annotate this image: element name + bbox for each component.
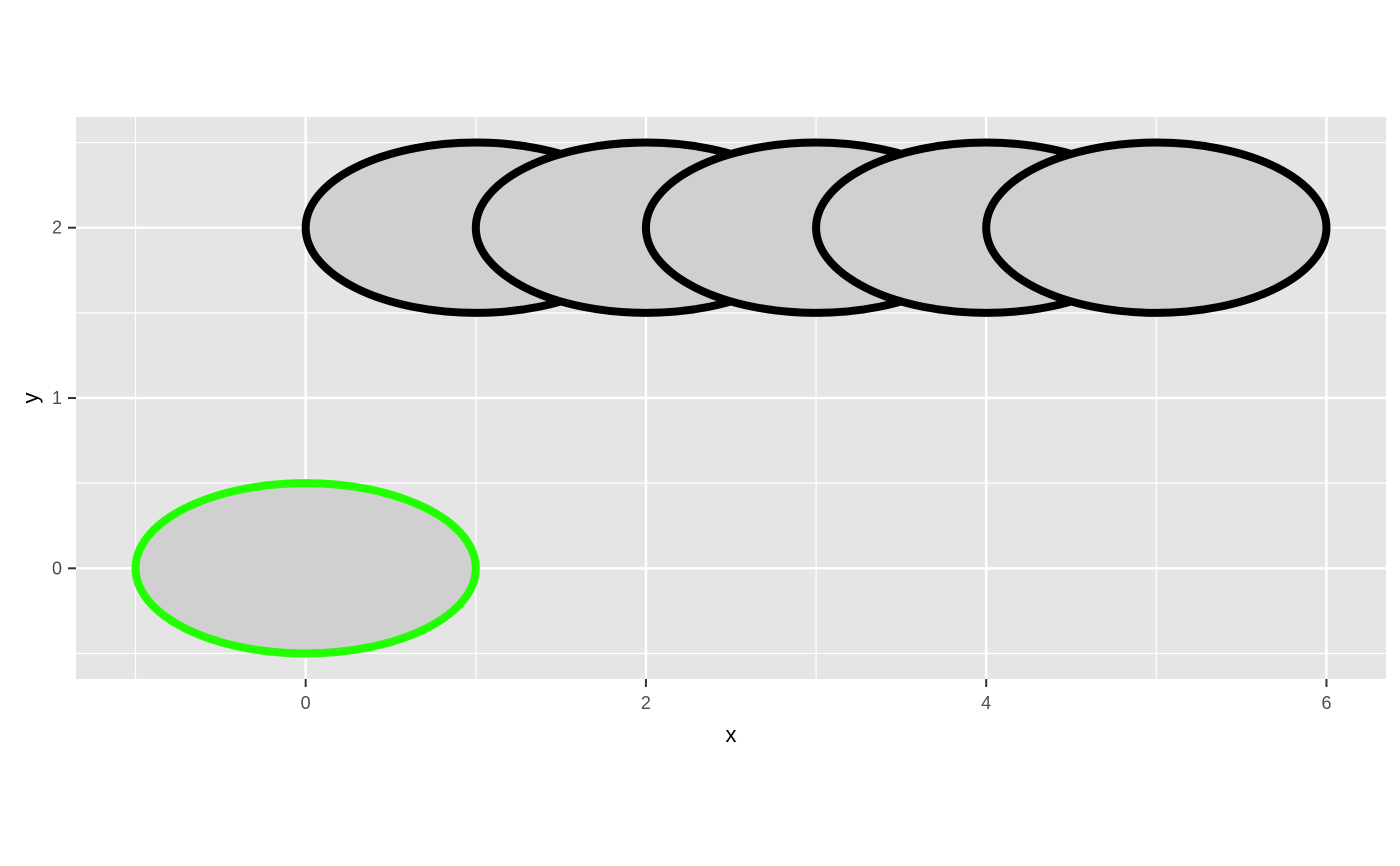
y-tick-label: 0 <box>52 558 62 578</box>
ellipse-mark <box>982 138 1331 317</box>
y-axis-title: y <box>18 393 43 404</box>
ellipse-marks <box>131 138 1331 658</box>
x-tick-label: 4 <box>981 693 991 713</box>
x-tick-label: 2 <box>641 693 651 713</box>
y-tick-label: 1 <box>52 388 62 408</box>
x-axis-title: x <box>726 722 737 747</box>
ellipse-mark <box>131 479 480 658</box>
x-axis: 0 2 4 6 <box>301 679 1331 713</box>
x-tick-label: 6 <box>1321 693 1331 713</box>
x-tick-label: 0 <box>301 693 311 713</box>
y-axis: 0 1 2 <box>52 218 76 578</box>
y-tick-label: 2 <box>52 218 62 238</box>
